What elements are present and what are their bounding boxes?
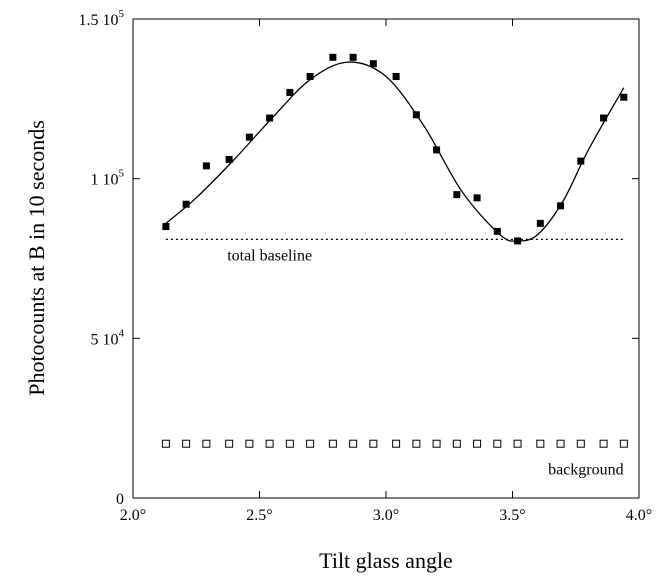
y-axis-title: Photocounts at B in 10 seconds: [24, 120, 49, 396]
background-point-10: [369, 439, 378, 448]
measured-point-10: [369, 60, 377, 68]
measured-point-14: [453, 191, 461, 199]
measured-point-8: [329, 53, 337, 61]
measured-point-22: [620, 93, 628, 101]
x-tick-label-2: 3.0°: [373, 507, 399, 524]
background-point-4: [245, 439, 254, 448]
background-point-18: [536, 439, 545, 448]
y-tick-label-3: 1.5 105: [79, 8, 125, 29]
annotation-background: background: [548, 461, 624, 478]
background-point-3: [225, 439, 234, 448]
measured-point-0: [162, 223, 170, 231]
background-point-2: [202, 439, 211, 448]
background-point-11: [392, 439, 401, 448]
measured-point-20: [577, 157, 585, 165]
measured-point-6: [286, 88, 294, 96]
y-tick-label-2: 1 105: [91, 168, 125, 189]
background-point-22: [619, 439, 628, 448]
measured-point-12: [412, 111, 420, 119]
measured-point-16: [493, 227, 501, 235]
background-point-6: [285, 439, 294, 448]
measured-point-3: [225, 156, 233, 164]
background-point-19: [556, 439, 565, 448]
background-point-14: [452, 439, 461, 448]
y-tick-label-1: 5 104: [91, 327, 125, 348]
background-point-20: [576, 439, 585, 448]
measured-point-1: [182, 200, 190, 208]
measured-point-21: [600, 114, 608, 122]
background-point-8: [328, 439, 337, 448]
background-point-13: [432, 439, 441, 448]
background-point-15: [473, 439, 482, 448]
background-point-5: [265, 439, 274, 448]
background-point-9: [349, 439, 358, 448]
x-tick-label-1: 2.5°: [246, 507, 272, 524]
measured-point-15: [473, 194, 481, 202]
background-point-17: [513, 439, 522, 448]
background-point-7: [306, 439, 315, 448]
measured-point-18: [536, 219, 544, 227]
tick-labels: 2.0° 2.5° 3.0° 3.5° 4.0° 0 5 104 1 105 1.5 105: [79, 8, 653, 524]
background-point-12: [412, 439, 421, 448]
measured-point-4: [245, 133, 253, 141]
plot-frame: [132, 18, 640, 499]
measured-point-17: [514, 237, 522, 245]
fit-curve: [165, 61, 625, 242]
y-tick-label-0: 0: [116, 491, 124, 508]
ticks: [132, 18, 640, 499]
measured-point-11: [392, 72, 400, 80]
x-tick-label-4: 4.0°: [626, 507, 652, 524]
measured-point-2: [202, 162, 210, 170]
background-point-16: [493, 439, 502, 448]
background-point-21: [599, 439, 608, 448]
measured-point-13: [433, 146, 441, 154]
background-point-1: [182, 439, 191, 448]
x-tick-label-3: 3.5°: [499, 507, 525, 524]
measured-point-9: [349, 53, 357, 61]
measured-point-7: [306, 72, 314, 80]
measured-point-19: [557, 202, 565, 210]
background-point-0: [161, 439, 170, 448]
measured-point-5: [266, 114, 274, 122]
annotation-total-baseline: total baseline: [227, 247, 312, 264]
x-tick-label-0: 2.0°: [120, 507, 146, 524]
data-markers: [161, 53, 628, 448]
x-axis-title: Tilt glass angle: [319, 548, 453, 573]
